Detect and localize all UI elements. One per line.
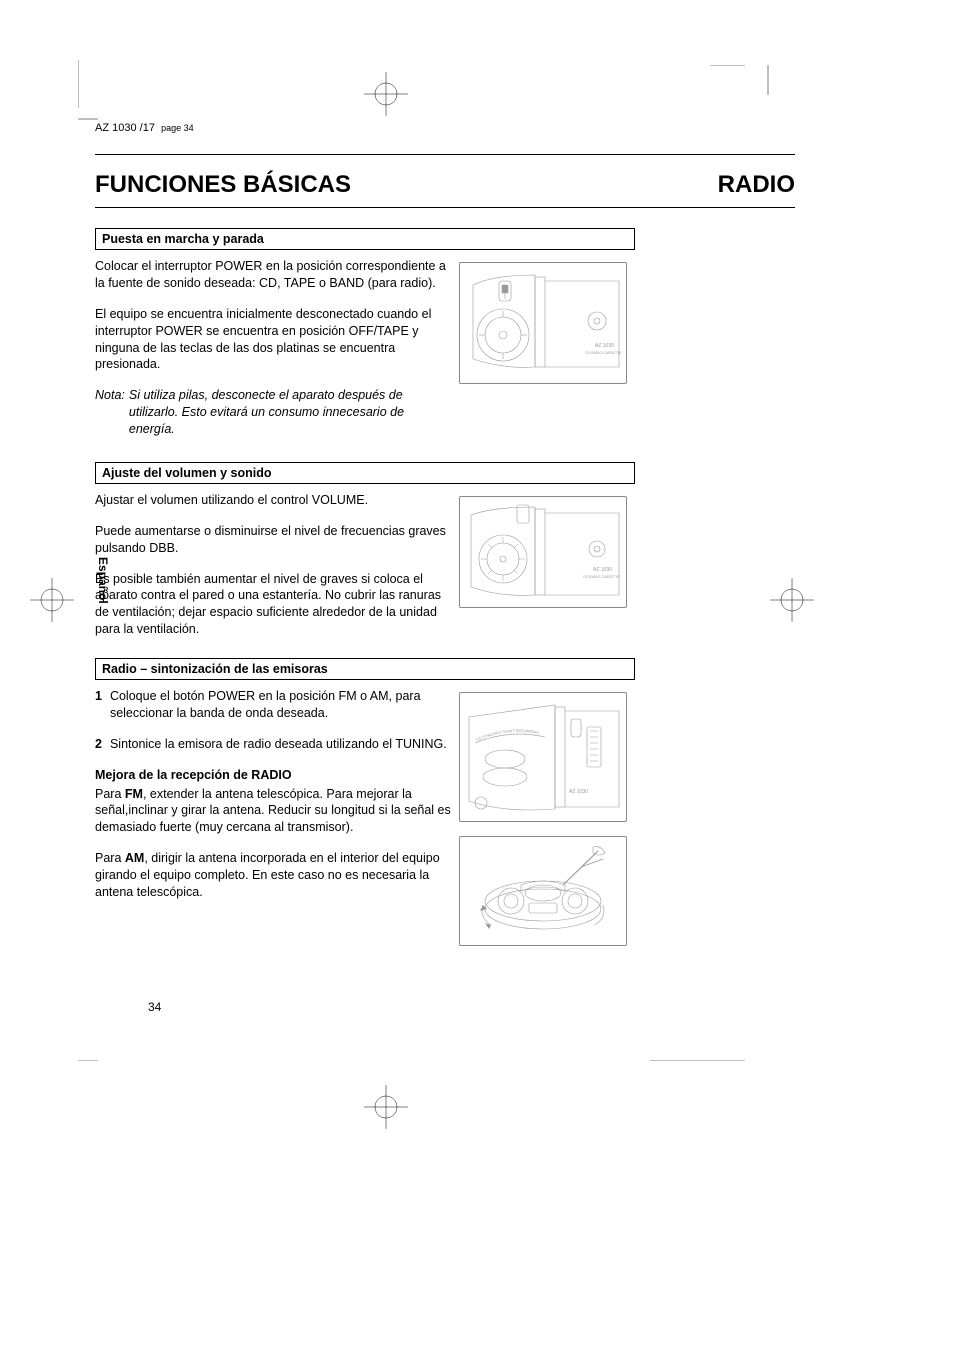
sec1-note: Nota: Si utiliza pilas, desconecte el ap… (95, 387, 451, 438)
svg-text:CD SYNCHRO START RECORDING: CD SYNCHRO START RECORDING (476, 729, 539, 742)
page: AZ 1030 /17 page 34 FUNCIONES BÁSICAS RA… (95, 118, 795, 952)
svg-text:AZ 1030: AZ 1030 (593, 567, 612, 573)
sec2-p2: Puede aumentarse o disminuirse el nivel … (95, 523, 451, 557)
illustration-volume: AZ 1030 CD RADIO CASSETTE (459, 496, 627, 608)
sec1-p1: Colocar el interruptor POWER en la posic… (95, 258, 451, 292)
am-para: Para AM, dirigir la antena incorporada e… (95, 850, 451, 901)
illustration-tuning: CD SYNCHRO START RECORDING (459, 692, 627, 822)
fm-para: Para FM, extender la antena telescópica.… (95, 786, 451, 837)
page-small: page 34 (161, 123, 194, 133)
step-1: 1 Coloque el botón POWER en la posición … (95, 688, 451, 722)
section-heading-2: Ajuste del volumen y sonido (95, 462, 635, 484)
illustration-antenna (459, 836, 627, 946)
running-header: AZ 1030 /17 page 34 (95, 118, 795, 155)
sec2-p3: Es posible también aumentar el nivel de … (95, 571, 451, 639)
sec1-p2: El equipo se encuentra inicialmente desc… (95, 306, 451, 374)
title-left: FUNCIONES BÁSICAS (95, 171, 351, 199)
section-heading-3: Radio – sintonización de las emisoras (95, 658, 635, 680)
footer-page-number: 34 (148, 1000, 161, 1014)
step-2: 2 Sintonice la emisora de radio deseada … (95, 736, 451, 753)
note-body: Si utiliza pilas, desconecte el aparato … (129, 387, 451, 438)
svg-text:CD RADIO CASSETTE: CD RADIO CASSETTE (583, 575, 620, 579)
section-heading-1: Puesta en marcha y parada (95, 228, 635, 250)
svg-text:AZ 1030: AZ 1030 (595, 343, 614, 349)
title-right: RADIO (718, 171, 795, 199)
step-2-num: 2 (95, 736, 102, 753)
note-label: Nota: (95, 387, 129, 438)
illustration-power: AZ 1030 CD RADIO CASSETTE (459, 262, 627, 384)
step-1-text: Coloque el botón POWER en la posición FM… (110, 688, 451, 722)
sec2-p1: Ajustar el volumen utilizando el control… (95, 492, 451, 509)
step-1-num: 1 (95, 688, 102, 722)
svg-text:AZ 1030: AZ 1030 (569, 789, 588, 795)
main-header: FUNCIONES BÁSICAS RADIO (95, 171, 795, 208)
subheading-reception: Mejora de la recepción de RADIO (95, 767, 451, 784)
model-label: AZ 1030 /17 (95, 122, 155, 134)
svg-text:CD RADIO CASSETTE: CD RADIO CASSETTE (585, 351, 622, 355)
step-2-text: Sintonice la emisora de radio deseada ut… (110, 736, 447, 753)
